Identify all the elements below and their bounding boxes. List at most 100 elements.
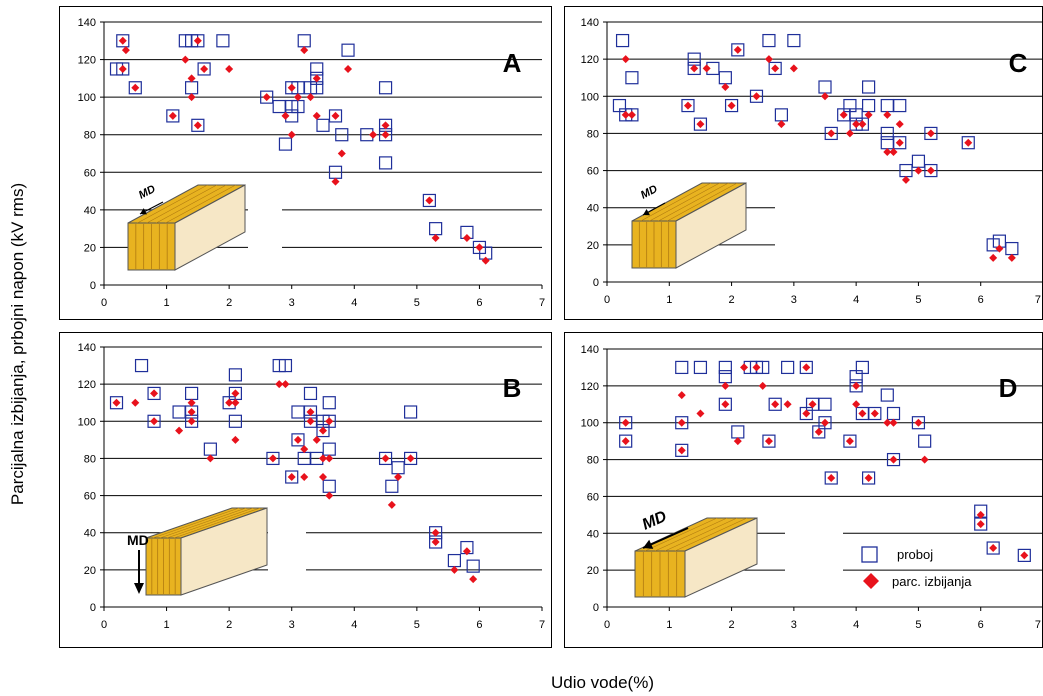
panel-frame [564, 332, 1043, 648]
breakdown-point [316, 118, 330, 132]
pd-point [381, 121, 390, 130]
pd-point [845, 437, 854, 446]
y-tick-label: 20 [587, 565, 599, 577]
breakdown-point [116, 34, 130, 48]
breakdown-point [787, 33, 801, 48]
y-tick-label: 40 [587, 528, 599, 540]
pd-point [300, 473, 309, 481]
pd-point [175, 426, 184, 435]
x-tick-label: 0 [101, 619, 107, 631]
legend-label-pd: parc. izbijanja [892, 574, 972, 589]
block-grain-line [173, 507, 261, 539]
pd-point [337, 149, 346, 158]
x-axis-label: Udio vode(%) [551, 673, 654, 692]
pd-point [771, 64, 780, 73]
pd-point [181, 55, 190, 64]
breakdown-point [625, 71, 639, 85]
legend-diamond-icon [863, 573, 879, 589]
breakdown-point [718, 360, 732, 375]
pd-point [821, 418, 829, 427]
md-direction-arrow: MD [127, 532, 149, 594]
breakdown-point [166, 109, 180, 123]
pd-point [733, 45, 742, 54]
pd-point [300, 445, 309, 454]
breakdown-point [116, 62, 130, 76]
y-tick-label: 120 [78, 55, 96, 67]
breakdown-point [693, 117, 708, 131]
pd-point [450, 565, 459, 574]
pd-point [1020, 551, 1029, 560]
pd-point [231, 398, 240, 407]
pd-point [268, 454, 277, 463]
pd-point [306, 408, 315, 416]
pd-point [312, 111, 321, 120]
pd-point [677, 418, 686, 427]
pd-point [777, 120, 786, 129]
breakdown-point [422, 193, 436, 208]
pd-point [187, 93, 196, 102]
breakdown-point [880, 126, 894, 141]
wood-block-illustration [631, 182, 747, 269]
x-tick-label: 3 [289, 619, 295, 631]
pd-point [989, 253, 998, 262]
breakdown-point [134, 358, 149, 373]
y-tick-label: 20 [84, 242, 96, 254]
block-grain-line [146, 184, 217, 224]
pd-point [319, 426, 327, 435]
pd-point [431, 234, 440, 243]
y-tick-label: 140 [581, 17, 599, 29]
y-tick-label: 80 [587, 128, 599, 140]
pd-point [802, 409, 811, 418]
pd-point [889, 455, 898, 464]
x-tick-label: 7 [1035, 619, 1041, 631]
pd-point [193, 36, 202, 45]
pd-point [287, 130, 296, 139]
breakdown-point [675, 443, 689, 457]
x-tick-label: 2 [226, 619, 232, 631]
breakdown-point [918, 434, 932, 448]
block-grain-line [644, 517, 718, 552]
x-tick-label: 6 [978, 619, 984, 631]
pd-point [225, 64, 234, 73]
wood-block-illustration [145, 507, 268, 596]
x-tick-label: 3 [289, 297, 295, 309]
pd-point [839, 110, 848, 119]
pd-point [758, 381, 767, 390]
arrow-head [643, 539, 654, 549]
x-tick-label: 1 [164, 297, 170, 309]
y-tick-label: 120 [581, 381, 599, 393]
pd-point [976, 520, 985, 529]
block-grain-line [640, 182, 711, 222]
pd-point [344, 64, 353, 73]
pd-point [319, 473, 327, 481]
breakdown-point [762, 434, 776, 448]
y-tick-label: 120 [581, 54, 599, 66]
pd-point [883, 110, 892, 119]
pd-point [121, 46, 130, 55]
block-grain-line [166, 507, 254, 539]
x-tick-label: 0 [604, 619, 610, 631]
x-tick-label: 7 [539, 619, 545, 631]
pd-point [864, 474, 873, 482]
breakdown-point [147, 414, 161, 428]
pd-point [889, 418, 898, 427]
breakdown-point [404, 405, 418, 419]
breakdown-point [781, 360, 795, 375]
breakdown-point [260, 90, 274, 104]
pd-point [293, 93, 302, 102]
pd-point [827, 474, 836, 482]
pd-point [926, 166, 935, 175]
pd-point [677, 391, 686, 400]
pd-point [206, 454, 215, 463]
breakdown-point [619, 416, 633, 430]
pd-point [721, 400, 730, 409]
pd-point [287, 473, 296, 481]
breakdown-point [924, 163, 938, 178]
breakdown-point [466, 559, 480, 573]
x-tick-label: 1 [666, 294, 672, 306]
pd-point [883, 148, 892, 156]
pd-point [621, 437, 630, 446]
pd-point [150, 389, 159, 398]
